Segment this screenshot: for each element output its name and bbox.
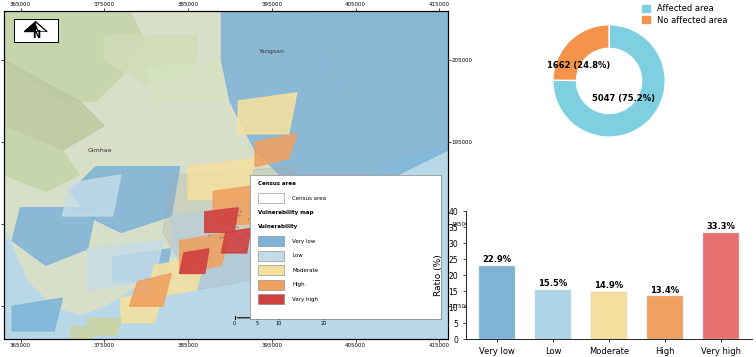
Point: [227, 215, 239, 221]
Point: [234, 235, 246, 240]
Polygon shape: [12, 208, 96, 265]
Point: [214, 234, 226, 240]
Point: [219, 230, 231, 235]
Polygon shape: [314, 11, 448, 126]
Polygon shape: [163, 167, 297, 290]
Bar: [535, 290, 572, 339]
Point: [234, 208, 246, 214]
Text: 5047 (75.2%): 5047 (75.2%): [592, 94, 655, 104]
Polygon shape: [4, 11, 448, 315]
Text: 10: 10: [276, 321, 282, 326]
Point: [240, 231, 252, 236]
Point: [203, 232, 215, 237]
Point: [202, 219, 214, 225]
Wedge shape: [553, 25, 665, 137]
Text: 22.9%: 22.9%: [482, 256, 512, 265]
Text: N: N: [32, 30, 40, 40]
Polygon shape: [36, 22, 47, 31]
Text: 5: 5: [256, 321, 259, 326]
Polygon shape: [12, 298, 63, 331]
Point: [205, 214, 217, 220]
Polygon shape: [205, 208, 238, 232]
Polygon shape: [129, 273, 172, 306]
Point: [219, 216, 231, 221]
Text: Yangsan: Yangsan: [259, 49, 285, 54]
Polygon shape: [88, 318, 121, 335]
Bar: [591, 292, 627, 339]
Text: 33.3%: 33.3%: [707, 222, 736, 231]
Point: [206, 213, 218, 218]
Text: 0: 0: [233, 321, 236, 326]
Point: [210, 216, 222, 222]
Polygon shape: [4, 126, 79, 191]
Polygon shape: [146, 60, 230, 101]
Polygon shape: [71, 327, 96, 339]
Point: [205, 221, 217, 226]
Text: 13.4%: 13.4%: [650, 286, 680, 295]
Polygon shape: [172, 208, 238, 257]
Point: [212, 222, 225, 228]
Polygon shape: [213, 183, 271, 224]
Polygon shape: [238, 93, 297, 134]
Wedge shape: [553, 25, 609, 80]
Polygon shape: [4, 60, 104, 150]
Point: [231, 224, 243, 230]
Text: 14.9%: 14.9%: [594, 281, 624, 290]
Point: [230, 208, 242, 214]
Polygon shape: [180, 232, 230, 273]
Point: [217, 234, 229, 240]
Polygon shape: [222, 228, 251, 253]
Point: [242, 216, 254, 221]
Polygon shape: [146, 257, 205, 298]
Text: Gimhae: Gimhae: [88, 148, 113, 153]
Polygon shape: [113, 249, 172, 282]
Point: [214, 215, 226, 221]
Legend: Affected area, No affected area: Affected area, No affected area: [639, 1, 730, 28]
Point: [228, 225, 240, 230]
Text: kM: kM: [328, 315, 335, 320]
Polygon shape: [222, 11, 448, 216]
Bar: [647, 296, 683, 339]
Polygon shape: [25, 22, 36, 31]
Polygon shape: [188, 159, 255, 200]
Point: [235, 232, 247, 238]
Point: [208, 226, 220, 231]
Point: [246, 218, 259, 224]
Point: [237, 235, 249, 241]
Polygon shape: [88, 241, 163, 290]
Point: [246, 227, 259, 233]
Bar: [479, 266, 516, 339]
Point: [234, 236, 246, 241]
Point: [228, 236, 240, 241]
Polygon shape: [63, 175, 121, 216]
Polygon shape: [104, 35, 197, 85]
Polygon shape: [255, 134, 297, 167]
Bar: [703, 233, 739, 339]
Text: 20: 20: [321, 321, 327, 326]
Text: 1662 (24.8%): 1662 (24.8%): [547, 61, 610, 70]
Text: 15.5%: 15.5%: [538, 279, 568, 288]
Polygon shape: [4, 11, 146, 101]
Polygon shape: [71, 167, 180, 232]
Y-axis label: Ratio (%): Ratio (%): [434, 255, 443, 296]
Polygon shape: [180, 249, 209, 273]
Point: [233, 212, 245, 217]
Polygon shape: [121, 290, 163, 323]
